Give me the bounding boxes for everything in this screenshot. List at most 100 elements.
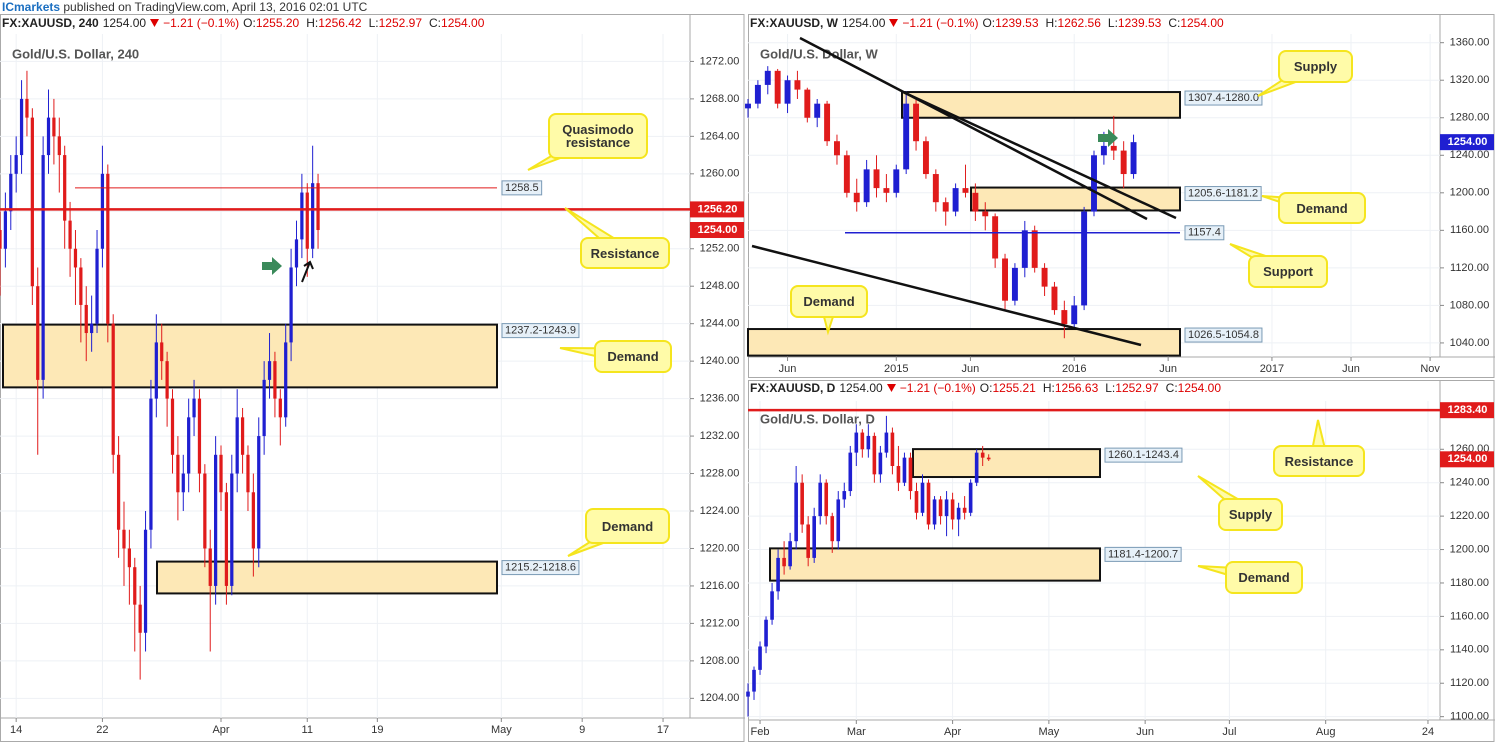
- callout: Demand: [1278, 192, 1366, 224]
- last-price: 1254.00: [102, 16, 147, 30]
- y-tick-label: 1040.00: [1450, 337, 1490, 349]
- price-tag: [690, 222, 744, 239]
- last-price: 1254.00: [842, 16, 886, 30]
- ohlc-label: O:: [243, 16, 256, 30]
- y-tick-label: 1160.00: [1450, 610, 1489, 622]
- x-tick-label: May: [491, 724, 512, 736]
- candle-body: [165, 361, 169, 399]
- candle-body: [944, 499, 949, 517]
- candle-body: [746, 691, 750, 697]
- symbol: FX:XAUUSD, W: [750, 16, 838, 30]
- zone: [747, 328, 1181, 357]
- chart-panel: 1100.00 1120.00 1140.00 1160.00 1180.00 1200.…: [746, 380, 1495, 742]
- candle-body: [824, 103, 831, 142]
- ohlc-label: C:: [429, 16, 442, 30]
- candle-body: [952, 188, 959, 212]
- candle-body: [814, 103, 821, 118]
- candle-body: [224, 492, 229, 586]
- chart-title: Gold/U.S. Dollar, 240: [12, 46, 139, 61]
- trendline: [799, 36, 1148, 221]
- candle-body: [1002, 258, 1008, 301]
- zone-label-box: [501, 560, 580, 576]
- y-tick-label: 1232.00: [700, 430, 740, 442]
- callout: Demand: [790, 285, 868, 318]
- candle-body: [794, 482, 798, 542]
- candle-body: [800, 482, 804, 525]
- candle-body: [262, 379, 266, 437]
- green-arrow: [1098, 129, 1118, 147]
- x-tick-label: 14: [10, 724, 22, 736]
- candle-body: [0, 230, 2, 249]
- y-tick-label: 1120.00: [1450, 262, 1489, 274]
- zone-label-box: [1184, 90, 1263, 106]
- candle-body: [872, 435, 877, 475]
- y-tick-label: 1212.00: [700, 617, 740, 629]
- candle-body: [73, 248, 78, 268]
- candle-body: [853, 192, 860, 203]
- candle-body: [100, 173, 105, 249]
- down-triangle: [889, 19, 899, 27]
- y-tick-label: 1280.00: [1450, 112, 1490, 124]
- candle-body: [752, 669, 756, 692]
- zone-label: 1215.2-1218.6: [505, 561, 576, 573]
- zone-label: 1307.4-1280.0: [1188, 92, 1259, 104]
- candle-body: [68, 220, 72, 249]
- candle-body: [143, 529, 148, 633]
- x-tick-label: 2015: [884, 363, 908, 375]
- ohlc-value: 1254.00: [1180, 16, 1224, 30]
- candle-body: [1120, 150, 1127, 175]
- candle-body: [14, 155, 18, 174]
- x-tick-label: Jul: [1222, 726, 1236, 738]
- ohlc-value: 1256.63: [1054, 381, 1099, 395]
- x-tick-label: 19: [371, 724, 383, 736]
- ohlc-value: 1255.20: [255, 16, 300, 30]
- candle-body: [1071, 305, 1078, 325]
- callout: Demand: [1225, 561, 1303, 594]
- change: −1.21 (−0.1%): [899, 381, 976, 395]
- candle-body: [122, 529, 126, 549]
- x-tick-label: 17: [657, 724, 669, 736]
- candle-body: [890, 432, 895, 466]
- x-tick-label: Aug: [1316, 726, 1336, 738]
- candle-body: [1110, 145, 1117, 151]
- ohlc-value: 1256.42: [318, 16, 362, 30]
- candle-body: [962, 188, 969, 193]
- candle-body: [1041, 267, 1048, 287]
- candle-body: [913, 103, 920, 142]
- candle-body: [982, 211, 989, 217]
- level-label-box: [501, 180, 543, 196]
- candle-body: [257, 436, 261, 549]
- triangle: [889, 19, 899, 27]
- candle-body: [230, 473, 234, 586]
- x-tick-label: Nov: [1420, 363, 1440, 375]
- last-price: 1254.00: [839, 381, 883, 395]
- candle-body: [770, 591, 774, 620]
- zone-label-box: [1104, 546, 1182, 562]
- ohlc-label: C:: [1165, 381, 1178, 395]
- candle-body: [3, 211, 8, 249]
- publish-info: published on TradingView.com, April 13, …: [63, 0, 368, 14]
- ohlc-value: 1254.00: [1177, 381, 1222, 395]
- candle-body: [932, 499, 937, 525]
- candle-body: [920, 482, 925, 513]
- candle-body: [883, 188, 890, 193]
- candle-body: [764, 70, 771, 85]
- change: −1.21 (−0.1%): [163, 16, 240, 30]
- level-label: 1157.4: [1188, 227, 1221, 239]
- candle-body: [90, 323, 94, 334]
- black-arrow: [301, 260, 314, 283]
- y-tick-label: 1180.00: [1450, 577, 1489, 589]
- y-tick-label: 1080.00: [1450, 299, 1490, 311]
- trendline: [751, 244, 1142, 347]
- candle-body: [111, 323, 115, 455]
- ohlc-label: O:: [979, 381, 993, 395]
- y-tick-label: 1272.00: [700, 55, 740, 67]
- symbol: FX:XAUUSD, 240: [2, 16, 99, 30]
- price-tag-label: 1254.00: [698, 224, 738, 236]
- ohlc-value: 1252.97: [378, 16, 423, 30]
- candle-body: [187, 417, 191, 474]
- candle-body: [284, 342, 288, 418]
- candle-body: [834, 141, 840, 156]
- ohlc-value: 1239.53: [1117, 16, 1162, 30]
- y-tick-label: 1200.00: [1450, 187, 1490, 199]
